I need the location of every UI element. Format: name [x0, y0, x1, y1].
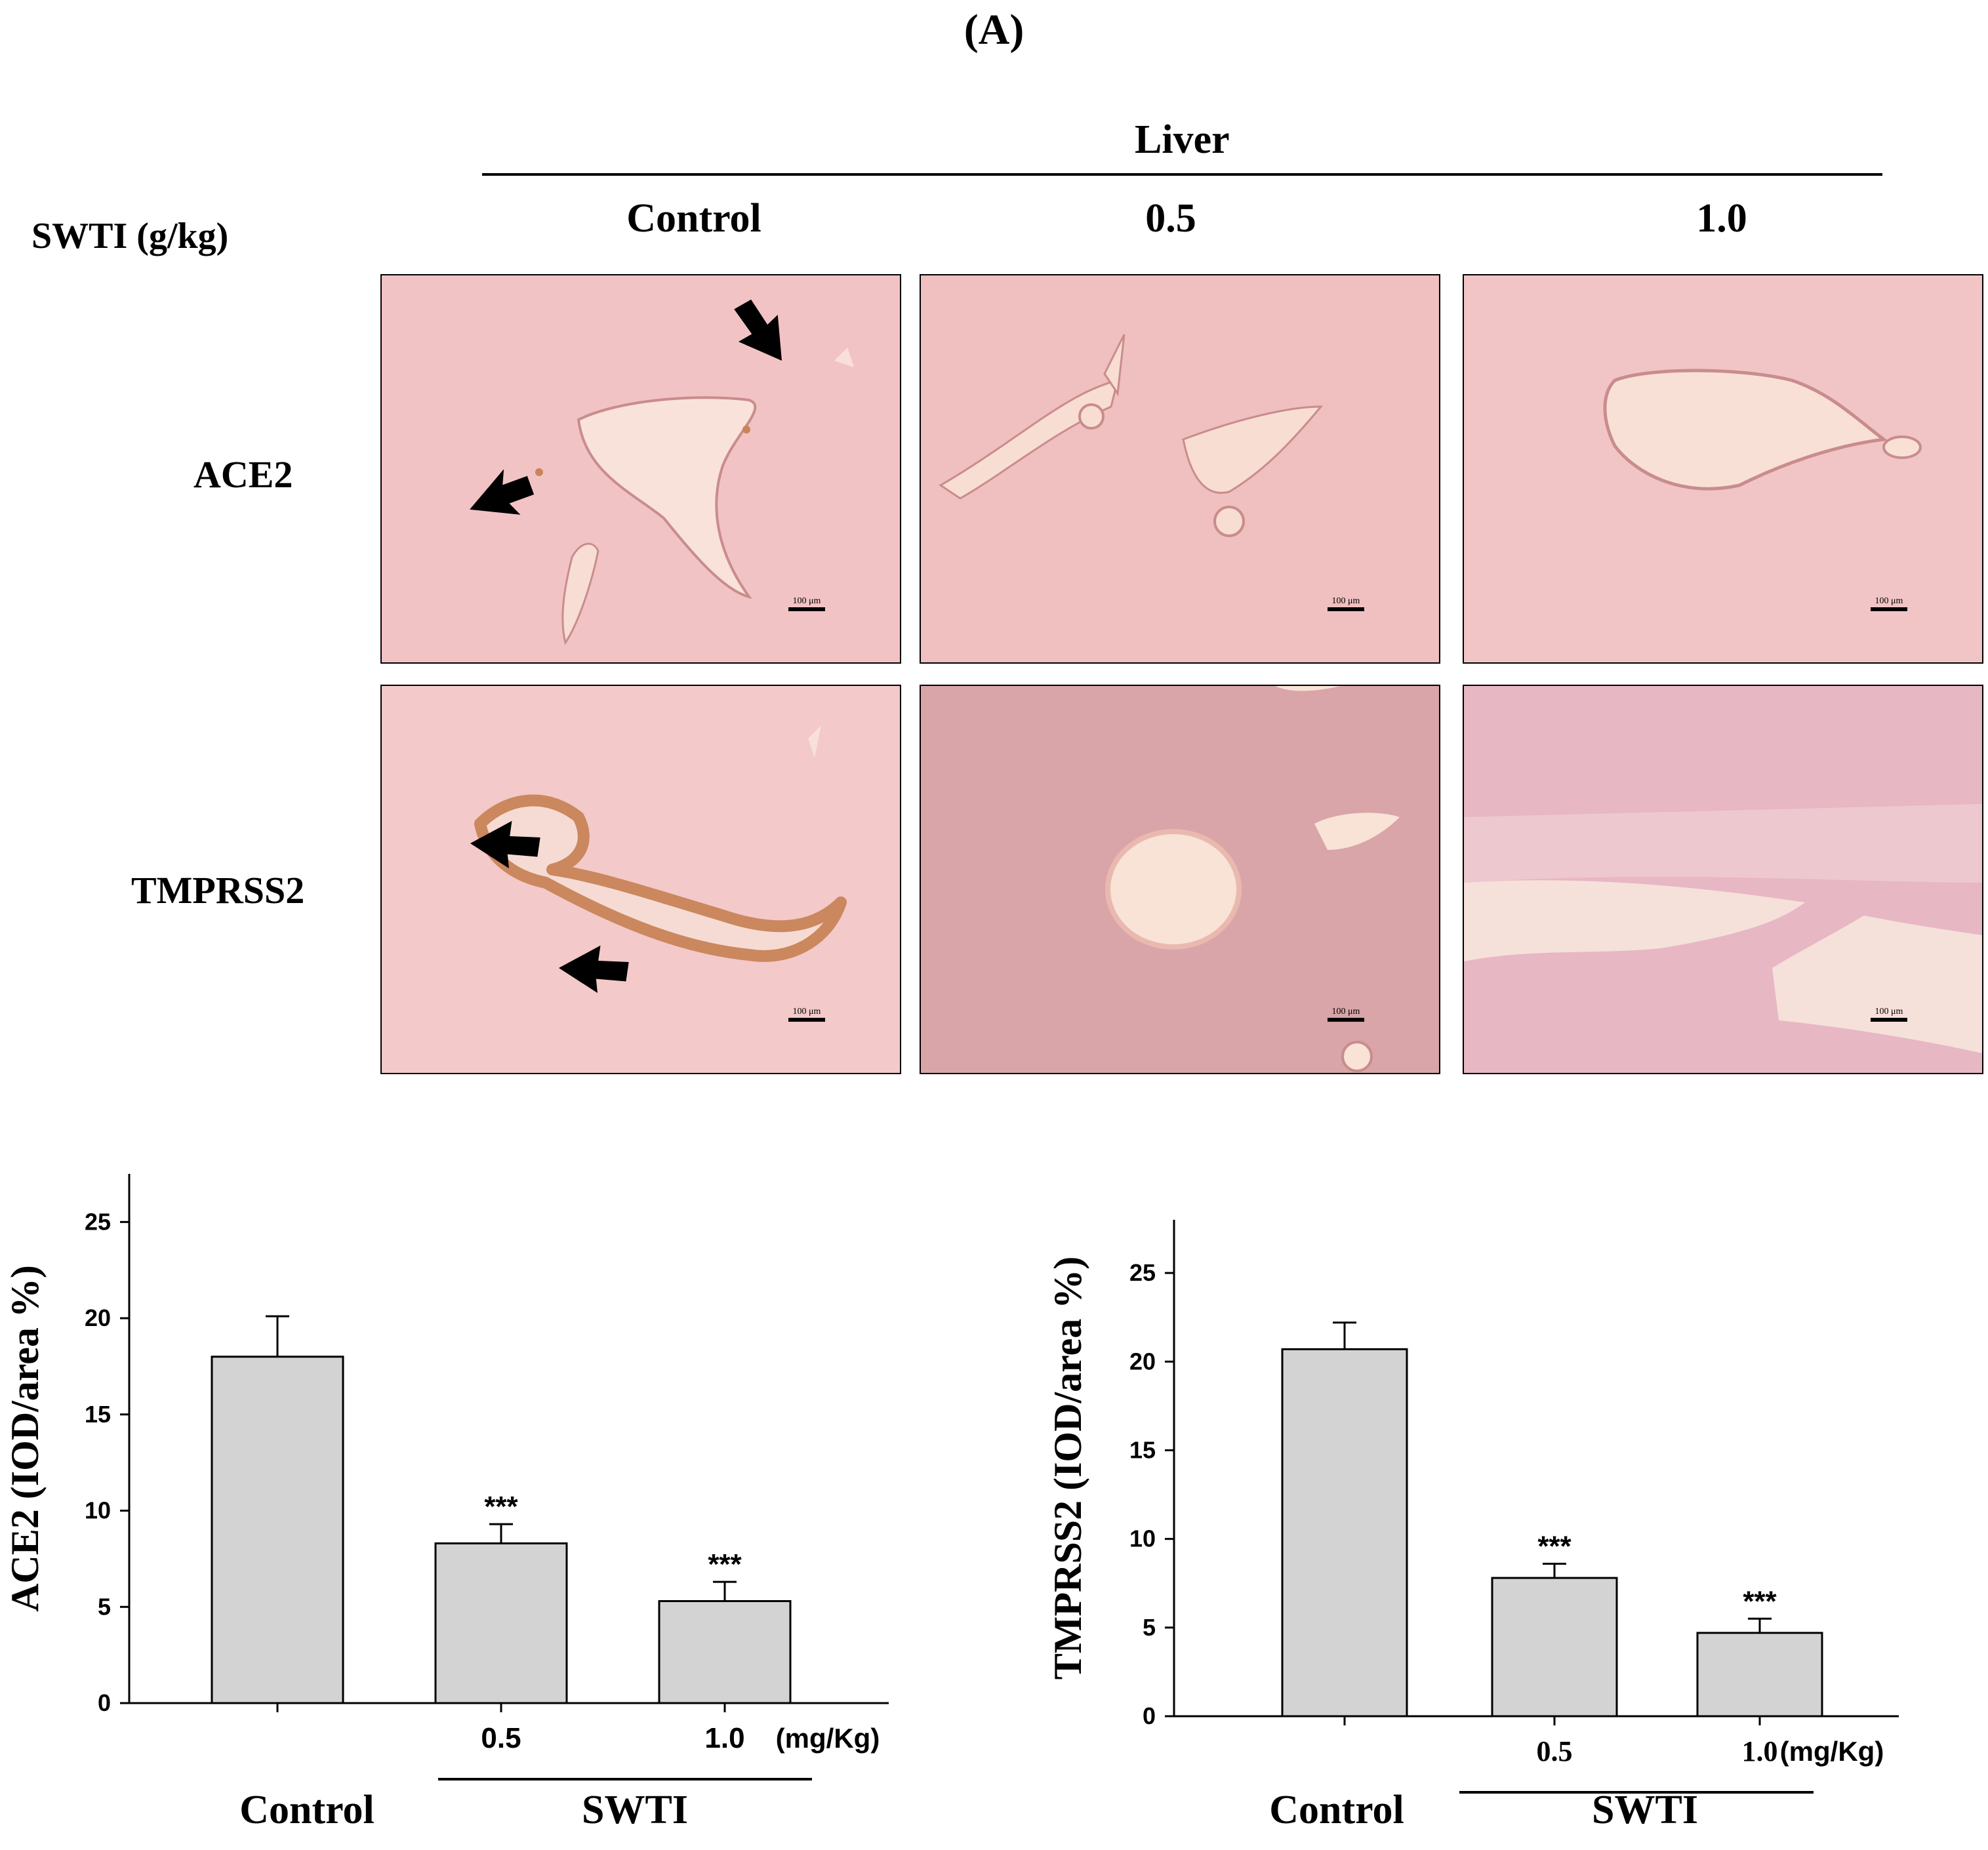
ace2-y-axis-title: ACE2 (IOD/area %): [3, 1265, 47, 1612]
ace2-category-label-0: Control: [239, 1788, 375, 1832]
tmprss2-bar-1: [1491, 1577, 1618, 1718]
ace2-bar-0: [211, 1356, 344, 1704]
row-label-tmprss2: TMPRSS2: [131, 869, 305, 912]
column-label-1-0: 1.0: [1696, 196, 1747, 241]
ace2-unit-label: (mg/Kg): [776, 1723, 880, 1754]
scale-bar-text: 100 μm: [793, 596, 821, 606]
arrow-marker-4: [559, 945, 629, 994]
ace2-y-tick-label: 25: [85, 1208, 111, 1235]
ace2-category-label-1: 0.5: [481, 1722, 521, 1754]
tmprss2-bar-0: [1281, 1348, 1408, 1718]
tmprss2-group-label: SWTI: [1592, 1788, 1698, 1832]
ace2-y-tick-label: 15: [85, 1401, 111, 1428]
tmprss2-significance-2: ***: [1743, 1585, 1777, 1617]
micrograph-tmprss2-control: 100 μm: [380, 685, 901, 1074]
svg-text:100 μm: 100 μm: [1875, 596, 1903, 606]
tmprss2-y-tick-label: 25: [1129, 1259, 1156, 1286]
micrograph-ace2-0-5: 100 μm: [920, 274, 1440, 664]
tmprss2-y-tick-label: 0: [1143, 1702, 1156, 1729]
svg-text:100 μm: 100 μm: [1332, 596, 1360, 606]
micrograph-tmprss2-0-5: 100 μm: [920, 685, 1440, 1074]
tmprss2-category-label-2: 1.0: [1742, 1735, 1778, 1767]
tmprss2-y-axis-title: TMPRSS2 (IOD/area %): [1046, 1257, 1089, 1680]
ace2-category-label-2: 1.0: [704, 1722, 744, 1754]
panel-label: (A): [964, 6, 1024, 54]
ace2-y-tick-label: 10: [85, 1497, 111, 1524]
tmprss2-unit-label: (mg/Kg): [1780, 1736, 1884, 1767]
arrow-marker-2: [734, 299, 782, 361]
micrograph-ace2-control: 100 μm: [380, 274, 901, 664]
micrograph-tmprss2-1-0: 100 μm: [1463, 685, 1983, 1074]
ace2-y-tick-label: 20: [85, 1304, 111, 1331]
ace2-bar-1: [434, 1542, 568, 1704]
tmprss2-y-tick-label: 20: [1129, 1348, 1156, 1375]
svg-text:100 μm: 100 μm: [1332, 1007, 1360, 1016]
arrow-marker-3: [470, 820, 540, 869]
ace2-group-label: SWTI: [582, 1788, 688, 1832]
tmprss2-y-tick-label: 5: [1143, 1614, 1156, 1641]
row-label-ace2: ACE2: [193, 453, 293, 496]
column-label-control: Control: [626, 196, 761, 241]
row-axis-title: SWTI (g/kg): [31, 216, 229, 256]
ace2-significance-1: ***: [484, 1491, 518, 1523]
ace2-bar-2: [658, 1599, 792, 1704]
tmprss2-category-label-0: Control: [1269, 1788, 1404, 1832]
column-label-0-5: 0.5: [1145, 196, 1196, 241]
tmprss2-y-tick-label: 15: [1129, 1436, 1156, 1463]
ace2-y-tick-label: 5: [98, 1593, 111, 1620]
ace2-y-tick-label: 0: [98, 1689, 111, 1716]
tmprss2-significance-1: ***: [1537, 1530, 1572, 1562]
svg-text:100 μm: 100 μm: [793, 1007, 821, 1016]
ace2-significance-2: ***: [708, 1548, 742, 1580]
tissue-title: Liver: [1135, 117, 1230, 162]
tmprss2-bar-2: [1696, 1632, 1823, 1718]
arrow-marker-1: [470, 469, 535, 515]
svg-text:100 μm: 100 μm: [1875, 1007, 1903, 1016]
micrograph-ace2-1-0: 100 μm: [1463, 274, 1983, 664]
tissue-underline: [482, 173, 1882, 176]
tmprss2-category-label-1: 0.5: [1537, 1735, 1573, 1767]
tmprss2-y-tick-label: 10: [1129, 1525, 1156, 1552]
